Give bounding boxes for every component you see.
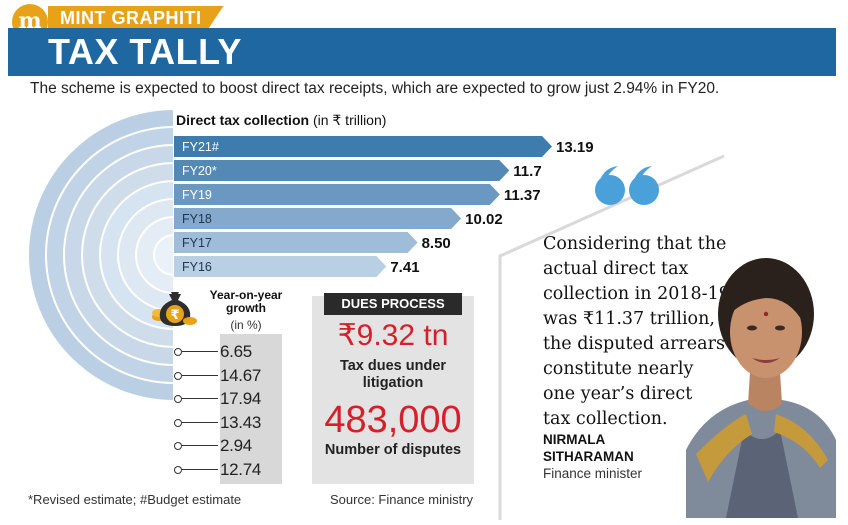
growth-dot-icon [174, 418, 182, 427]
quote-mark-icon [595, 166, 659, 205]
bar [174, 184, 500, 205]
svg-text:₹: ₹ [170, 308, 179, 323]
growth-dot-icon [174, 371, 182, 380]
person-role: Finance minister [543, 466, 643, 481]
quote-line: Considering that the [543, 234, 727, 254]
dues-heading: DUES PROCESS [324, 293, 462, 315]
quote-line: tax collection. [543, 409, 668, 429]
quote-line: constitute nearly [543, 359, 694, 379]
growth-connector [182, 374, 218, 376]
growth-row: 17.94 [174, 389, 284, 409]
dues-amount: ₹9.32 tn [337, 319, 449, 352]
person-name: NIRMALA SITHARAMAN [543, 431, 634, 465]
bar-value-label: 7.41 [390, 259, 419, 276]
dues-count: 483,000 [324, 399, 462, 441]
growth-panel [220, 334, 282, 484]
growth-value: 13.43 [220, 412, 262, 432]
quote-line: the disputed arrears [543, 334, 725, 354]
growth-value: 17.94 [220, 389, 262, 408]
bar [174, 256, 387, 277]
growth-dot-icon [174, 465, 182, 474]
chart-unit: (in ₹ trillion) [312, 112, 387, 128]
bar-category-label: FY19 [182, 188, 212, 202]
growth-dot-icon [174, 395, 182, 403]
bar [174, 232, 418, 253]
growth-row: 6.65 [174, 342, 284, 362]
dues-count-label: Number of disputes [324, 442, 462, 458]
money-bag-icon: ₹ [152, 292, 197, 326]
bar [174, 136, 552, 157]
bar [174, 160, 510, 181]
brand-label: MINT GRAPHITI [48, 6, 224, 30]
quote-text: Considering that the actual direct tax col… [543, 232, 783, 432]
growth-connector [182, 445, 218, 447]
bar-value-label: 13.19 [556, 139, 594, 156]
bar-category-label: FY17 [182, 236, 212, 250]
source-note: Source: Finance ministry [330, 492, 474, 507]
bar-category-label: FY18 [182, 212, 212, 226]
bar-category-label: FY16 [182, 260, 212, 274]
page-title: TAX TALLY [48, 31, 242, 72]
growth-connector [182, 421, 218, 423]
footnote: *Revised estimate; #Budget estimate [28, 492, 242, 507]
bar [174, 208, 462, 229]
decorative-arcs [27, 107, 175, 403]
dues-amount-label: Tax dues under litigation [339, 358, 447, 391]
quote-line: actual direct tax [543, 259, 689, 279]
growth-row: 2.94 [174, 436, 284, 456]
growth-value: 2.94 [220, 436, 252, 455]
decorative-arc [153, 233, 175, 277]
person-name-last: SITHARAMAN [543, 449, 634, 464]
bar-value-label: 8.50 [422, 235, 451, 252]
dues-box [312, 296, 474, 484]
growth-row: 13.43 [174, 413, 284, 433]
growth-dot-icon [174, 348, 182, 356]
quote-line: collection in 2018-19 [543, 284, 730, 304]
bar-category-label: FY21# [182, 140, 219, 154]
bar-value-label: 10.02 [465, 211, 503, 228]
growth-row: 12.74 [174, 460, 284, 480]
portrait-photo [686, 258, 836, 518]
bar-category-label: FY20* [182, 164, 217, 178]
quote-line: one year’s direct [543, 384, 693, 404]
growth-title: Year-on-year growth [209, 288, 283, 315]
growth-row: 14.67 [174, 366, 284, 386]
person-name-first: NIRMALA [543, 432, 606, 447]
growth-unit: (in %) [230, 318, 262, 332]
growth-connector [182, 468, 218, 470]
growth-connector [182, 398, 218, 400]
growth-connector [182, 351, 218, 353]
quote-line: was ₹11.37 trillion, [543, 309, 715, 329]
subtitle: The scheme is expected to boost direct t… [30, 80, 720, 97]
chart-title: Direct tax collection (in ₹ trillion) [176, 112, 386, 129]
bar-value-label: 11.37 [504, 187, 541, 204]
growth-value: 14.67 [220, 365, 262, 385]
growth-dot-icon [174, 442, 182, 450]
growth-value: 6.65 [220, 342, 252, 361]
chart-title-main: Direct tax collection [176, 112, 310, 128]
bar-series: FY21# 13.19 FY20* 11.7 FY19 11.37 FY18 10.02 FY1… [174, 136, 594, 277]
bar-value-label: 11.7 [513, 163, 541, 180]
growth-value: 12.74 [220, 459, 262, 479]
title-band [8, 28, 836, 76]
